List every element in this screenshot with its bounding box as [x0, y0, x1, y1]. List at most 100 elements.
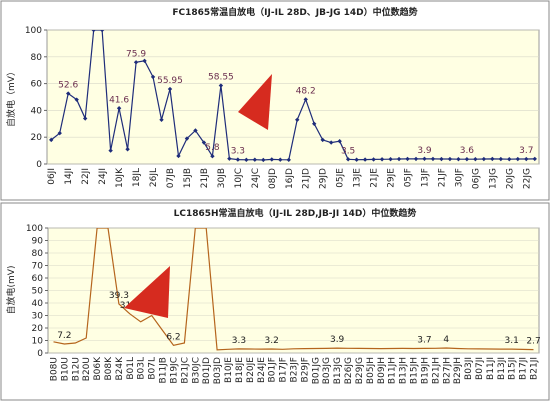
- x-tick-label: 14JI: [64, 168, 74, 185]
- point: [286, 157, 291, 163]
- x-tick-label: B20JE: [246, 357, 256, 383]
- x-tick-label: B08K: [104, 356, 114, 381]
- y-tick-label: 100: [26, 224, 43, 234]
- point: [125, 147, 130, 152]
- data-label: 52.6: [58, 81, 78, 91]
- point: [337, 139, 342, 144]
- x-tick-label: B05JH: [366, 357, 376, 384]
- x-tick-label: 05JF: [404, 168, 414, 187]
- point: [91, 30, 96, 33]
- chart: 0 20 40 60 80 100 06JI 14JI 22JI 24JI 10JK 18JL 26JL…: [25, 26, 539, 189]
- point: [159, 117, 164, 122]
- point: [184, 136, 190, 141]
- x-tick-label: 24JI: [98, 168, 108, 185]
- x-tick-label: B15JI: [508, 357, 518, 380]
- x-tick-label: B29JG: [355, 357, 365, 384]
- x-tick-label: B24JE: [257, 357, 267, 383]
- point: [481, 156, 487, 162]
- point: [345, 157, 351, 162]
- x-tick-label: 13JE: [353, 168, 363, 188]
- point: [66, 91, 71, 96]
- y-tick-label: 60: [32, 274, 44, 284]
- point: [312, 121, 317, 126]
- x-tick-label: 07JB: [166, 168, 176, 188]
- point: [515, 156, 520, 162]
- point: [532, 156, 537, 162]
- x-tick-label: B29JH: [453, 357, 463, 384]
- data-label: 58.55: [208, 73, 234, 83]
- data-label: 3.7: [519, 146, 533, 156]
- point: [108, 148, 113, 153]
- y-tick-label: 20: [32, 324, 44, 334]
- line: [53, 228, 534, 351]
- point: [74, 97, 79, 102]
- point: [422, 156, 427, 161]
- x-tick-label: B01JF: [268, 357, 278, 382]
- point: [430, 156, 436, 162]
- arrow-annotation: [238, 74, 272, 130]
- data-label: 3.5: [341, 146, 355, 156]
- x-tick-label: 22JI: [81, 168, 91, 185]
- y-tick-label: 60: [31, 80, 43, 90]
- data-label: 75.9: [126, 49, 146, 59]
- x-tick-label: B11JH: [388, 357, 398, 384]
- y-tick-label: 70: [32, 262, 44, 272]
- point: [490, 156, 495, 162]
- point: [167, 86, 173, 92]
- data-label: 41.6: [109, 95, 129, 105]
- x-tick-label: B07JI: [475, 357, 485, 380]
- y-axis-label: 自放电（mV）: [5, 67, 17, 127]
- point: [405, 156, 410, 162]
- x-tick-label: 10JC: [234, 168, 244, 188]
- x-tick-label: 06JG: [471, 168, 481, 189]
- point: [82, 116, 88, 121]
- x-tick-label: 15JB: [183, 168, 193, 188]
- x-tick-label: 06JI: [47, 168, 57, 185]
- x-tick-label: B18JE: [235, 357, 245, 383]
- x-tick-label: B01L: [126, 357, 136, 380]
- data-label: 2.7: [526, 337, 540, 347]
- x-tick-label: B19JC: [169, 357, 179, 384]
- point: [379, 157, 385, 162]
- point: [261, 157, 266, 163]
- x-tick-label: B21JH: [431, 357, 441, 384]
- x-tick-label: B10U: [60, 357, 70, 381]
- point: [371, 157, 376, 162]
- y-tick-label: 90: [32, 237, 44, 247]
- x-tick-label: 26JL: [149, 168, 159, 187]
- y-tick-label: 10: [32, 337, 44, 347]
- y-tick-label: 80: [31, 53, 43, 63]
- x-tick-label: B01JD: [202, 357, 212, 384]
- data-label: 3.7: [417, 335, 431, 345]
- point: [447, 156, 453, 162]
- x-tick-label: B03JD: [213, 357, 223, 384]
- x-tick-label: B19JH: [420, 357, 430, 384]
- chart-title: FC1865常温自放电（IJ-IL 28D、JB-JG 14D）中位数趋势: [172, 6, 417, 18]
- point: [320, 137, 325, 143]
- x-tick-label: B30JC: [191, 357, 201, 384]
- x-tick-label: B11JB: [159, 357, 169, 383]
- x-tick-label: B17JF: [279, 357, 289, 382]
- x-tick-label: B29JF: [300, 357, 310, 382]
- x-tick-label: B13JI: [497, 357, 507, 380]
- y-tick-label: 80: [32, 249, 44, 259]
- line: [50, 30, 535, 161]
- point: [244, 157, 249, 163]
- point: [210, 154, 215, 159]
- x-tick-label: B01JG: [311, 357, 321, 384]
- point: [498, 156, 504, 162]
- x-tick-label: B08U: [49, 357, 59, 381]
- x-tick-label: B15JH: [410, 357, 420, 384]
- point: [456, 156, 461, 162]
- point: [473, 156, 478, 162]
- point: [133, 60, 139, 65]
- point: [193, 128, 198, 133]
- x-tick-label: 10JK: [115, 167, 125, 188]
- x-tick-label: 22JG: [522, 168, 532, 189]
- x-tick-label: B12U: [71, 357, 81, 381]
- data-label: 3.1: [505, 336, 519, 346]
- x-tick-label: 21JF: [437, 168, 447, 187]
- point: [150, 74, 156, 80]
- x-tick-label: B06K: [93, 356, 103, 381]
- point: [354, 157, 359, 162]
